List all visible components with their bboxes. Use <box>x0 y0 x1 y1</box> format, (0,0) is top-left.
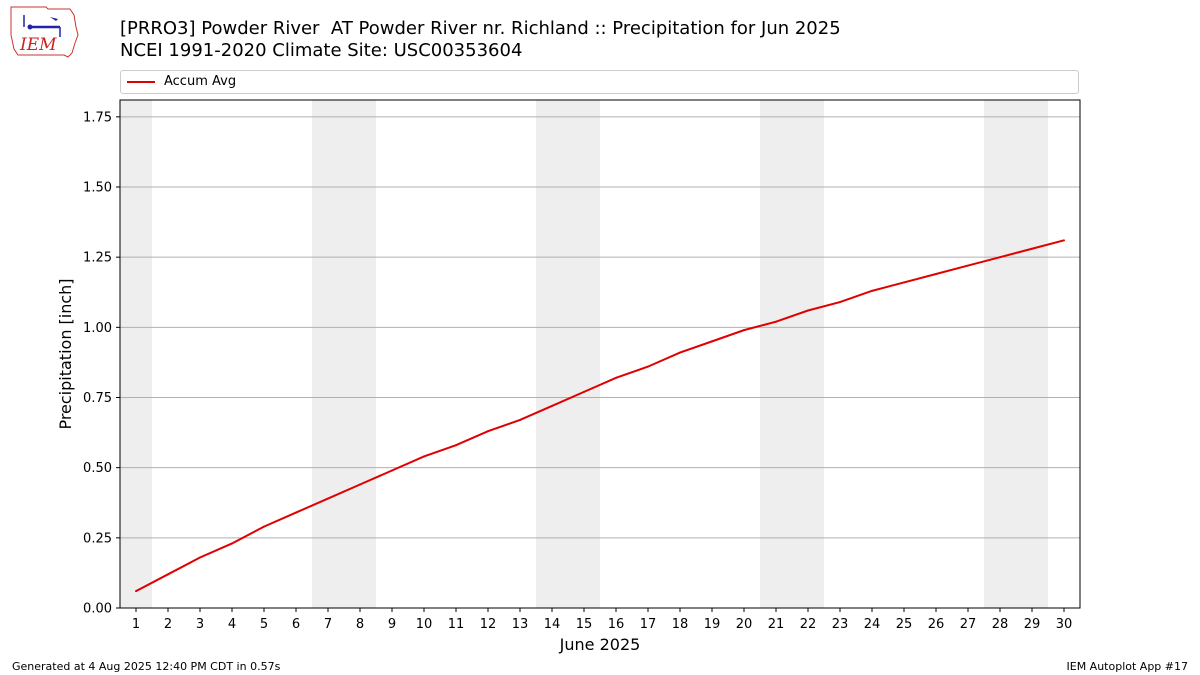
y-axis-label: Precipitation [inch] <box>56 278 75 429</box>
data-point-0-22 <box>839 301 841 304</box>
data-point-0-4 <box>263 525 265 528</box>
data-point-0-17 <box>679 351 681 354</box>
x-tick-label-26: 27 <box>960 617 977 632</box>
x-axis-label: June 2025 <box>559 635 641 654</box>
x-tick-label-3: 4 <box>228 617 236 632</box>
x-tick-label-25: 26 <box>928 617 945 632</box>
data-point-0-5 <box>295 511 297 514</box>
x-tick-label-2: 3 <box>196 617 204 632</box>
x-tick-label-11: 12 <box>480 617 497 632</box>
weekend-band-4 <box>984 100 1048 608</box>
data-point-0-2 <box>199 556 201 559</box>
data-point-0-10 <box>455 444 457 447</box>
y-tick-label-1: 0.25 <box>83 531 112 546</box>
logo-text: IEM <box>19 35 57 55</box>
x-tick-label-0: 1 <box>132 617 140 632</box>
data-point-0-28 <box>1031 247 1033 250</box>
x-tick-label-29: 30 <box>1056 617 1073 632</box>
x-tick-label-4: 5 <box>260 617 268 632</box>
x-tick-label-20: 21 <box>768 617 785 632</box>
x-tick-label-19: 20 <box>736 617 753 632</box>
data-point-0-0 <box>135 590 137 593</box>
data-point-0-3 <box>231 542 233 545</box>
weekend-band-2 <box>536 100 600 608</box>
x-tick-label-1: 2 <box>164 617 172 632</box>
data-point-0-11 <box>487 430 489 433</box>
x-tick-label-23: 24 <box>864 617 881 632</box>
weekend-band-3 <box>760 100 824 608</box>
y-tick-label-4: 1.00 <box>83 321 112 336</box>
data-point-0-12 <box>519 418 521 421</box>
x-tick-label-13: 14 <box>544 617 561 632</box>
x-tick-label-16: 17 <box>640 617 657 632</box>
weekend-band-1 <box>312 100 376 608</box>
app-label: IEM Autoplot App #17 <box>1066 660 1189 673</box>
x-tick-label-28: 29 <box>1024 617 1041 632</box>
generated-note: Generated at 4 Aug 2025 12:40 PM CDT in … <box>12 660 281 673</box>
data-point-0-19 <box>743 329 745 332</box>
x-tick-label-21: 22 <box>800 617 817 632</box>
data-point-0-16 <box>647 365 649 368</box>
x-tick-label-24: 25 <box>896 617 913 632</box>
data-point-0-8 <box>391 469 393 472</box>
y-tick-label-0: 0.00 <box>83 602 112 617</box>
weekend-band-0 <box>120 100 152 608</box>
x-tick-label-5: 6 <box>292 617 300 632</box>
plot-frame <box>119 99 1081 609</box>
data-point-0-26 <box>967 264 969 267</box>
data-point-0-24 <box>903 281 905 284</box>
data-point-0-14 <box>583 390 585 393</box>
data-point-0-9 <box>423 455 425 458</box>
data-point-0-20 <box>775 320 777 323</box>
data-point-0-21 <box>807 309 809 312</box>
data-point-0-15 <box>615 376 617 379</box>
x-tick-label-18: 19 <box>704 617 721 632</box>
x-tick-label-14: 15 <box>576 617 593 632</box>
x-tick-label-8: 9 <box>388 617 396 632</box>
y-tick-label-2: 0.50 <box>83 461 112 476</box>
x-tick-label-22: 23 <box>832 617 849 632</box>
y-tick-label-7: 1.75 <box>83 110 112 125</box>
title-line-1: [PRRO3] Powder River AT Powder River nr.… <box>120 18 841 39</box>
x-tick-label-12: 13 <box>512 617 529 632</box>
x-tick-label-27: 28 <box>992 617 1009 632</box>
x-tick-label-17: 18 <box>672 617 689 632</box>
legend: Accum Avg <box>120 70 1079 94</box>
data-point-0-7 <box>359 483 361 486</box>
y-tick-label-6: 1.50 <box>83 181 112 196</box>
x-tick-label-7: 8 <box>356 617 364 632</box>
title-line-2: NCEI 1991-2020 Climate Site: USC00353604 <box>120 40 523 61</box>
x-tick-label-6: 7 <box>324 617 332 632</box>
data-point-0-13 <box>551 404 553 407</box>
data-point-0-18 <box>711 340 713 343</box>
x-tick-label-10: 11 <box>448 617 465 632</box>
legend-label: Accum Avg <box>164 74 237 89</box>
data-point-0-6 <box>327 497 329 500</box>
data-point-0-1 <box>167 573 169 576</box>
data-point-0-25 <box>935 273 937 276</box>
legend-swatch <box>127 81 155 83</box>
data-point-0-27 <box>999 256 1001 259</box>
series-line-0 <box>135 239 1065 593</box>
chart-title: [PRRO3] Powder River AT Powder River nr.… <box>120 18 841 62</box>
data-point-0-29 <box>1063 239 1065 242</box>
y-tick-label-5: 1.25 <box>83 251 112 266</box>
x-tick-label-9: 10 <box>416 617 433 632</box>
y-tick-label-3: 0.75 <box>83 391 112 406</box>
data-point-0-23 <box>871 289 873 292</box>
x-tick-label-15: 16 <box>608 617 625 632</box>
iem-logo: IEM <box>10 6 79 58</box>
